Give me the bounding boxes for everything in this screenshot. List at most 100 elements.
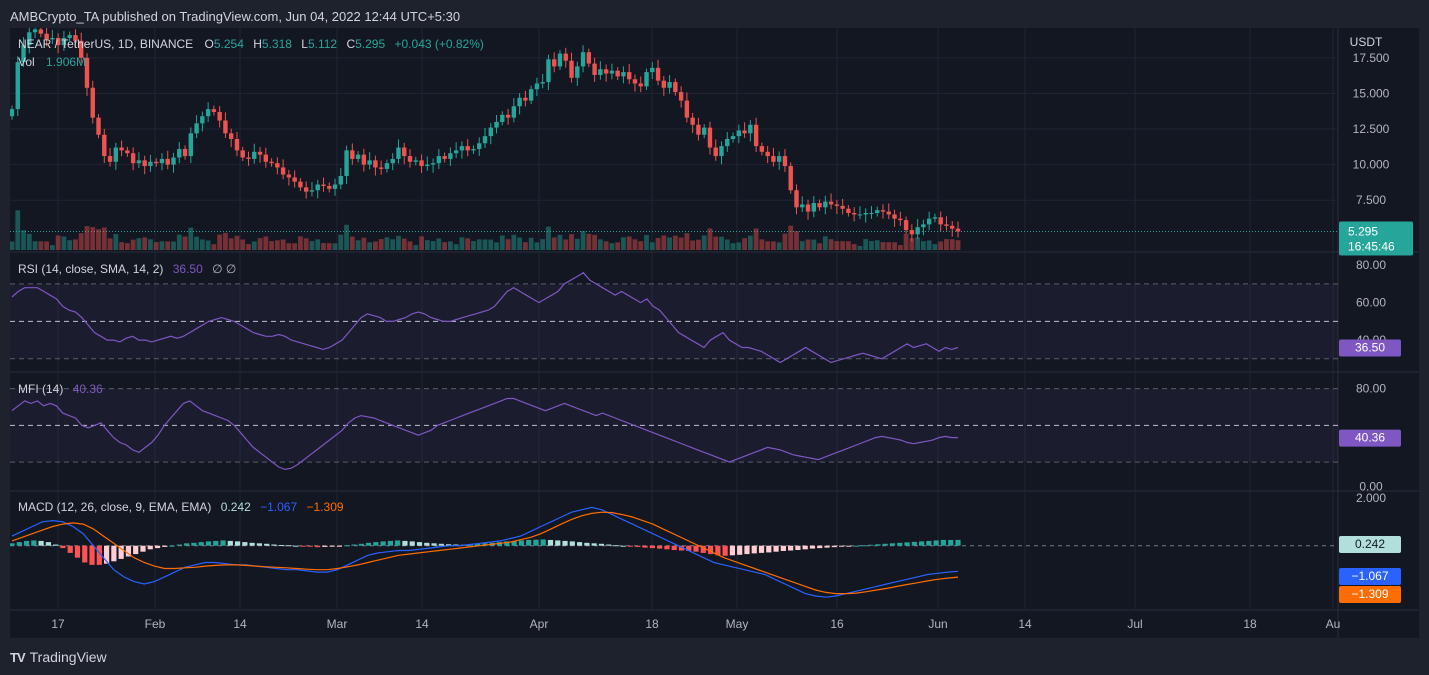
volume-bar [298,236,303,250]
mfi-legend[interactable]: MFI (14) 40.36 [18,382,103,396]
candle-body [303,187,309,192]
volume-bar [182,236,188,250]
candle-body [96,117,101,135]
volume-bar [38,241,44,250]
volume-bar [505,239,511,250]
macd-histogram-bar [882,543,888,546]
macd-histogram-bar [627,545,634,547]
volume-bar [932,244,938,250]
candle-body [488,127,493,137]
macd-histogram-bar [373,542,379,546]
volume-bar [390,239,396,250]
price-axis[interactable]: 17.500 15.000 12.500 10.000 7.500 USDT 80.00 60… [1350,35,1390,505]
macd-histogram-bar [875,544,881,546]
volume-bar [724,239,730,250]
volume-bar [644,235,649,250]
change-value: +0.043 (+0.82%) [394,37,484,51]
macd-hist-text: 0.242 [1355,537,1385,551]
volume-bar [476,239,482,250]
candle-body [938,217,943,225]
macd-histogram-bar [773,545,779,552]
volume-bar [15,210,21,250]
candle-body [886,211,891,215]
candle-body [73,35,78,41]
macd-histogram-bar [686,545,692,551]
candle-body [448,153,453,159]
volume-bar [874,240,880,250]
candle-body [90,87,95,118]
rsi-legend[interactable]: RSI (14, close, SMA, 14, 2) 36.50 ∅ ∅ [18,262,236,276]
candle-body [569,60,574,78]
volume-bar [303,238,309,250]
volume-bar [349,236,355,250]
volume-bar [869,241,874,250]
candle-body [373,160,378,168]
macd-histogram-bar [613,545,619,547]
candle-body [505,114,511,118]
volume-bar [424,240,430,250]
macd-histogram-bar [831,545,837,548]
published-header: AMBCrypto_TA published on TradingView.co… [10,9,461,24]
candle-body [627,72,632,80]
macd-histogram-bar [74,545,81,558]
symbol-label[interactable]: NEAR / TetherUS, 1D, BINANCE [18,37,194,51]
volume-bar [67,240,73,250]
candle-body [246,157,251,159]
candle-body [701,127,707,135]
volume-bar [90,227,96,250]
chart-svg[interactable]: 17.500 15.000 12.500 10.000 7.500 USDT 80.00 60… [10,28,1419,638]
volume-bar [326,243,332,250]
macd-histogram-bar [300,545,306,547]
mfi-value-tag [1339,429,1401,447]
macd-histogram-bar [424,542,430,546]
candle-body [528,89,534,101]
candle-body [684,100,690,118]
volume-bar [765,241,771,250]
volume-bar [736,242,742,250]
candle-body [932,217,938,219]
candle-body [200,116,205,124]
candle-body [177,148,182,158]
tradingview-footer[interactable]: TV TradingView [10,649,107,665]
macd-histogram-bar [125,545,132,557]
macd-histogram-bar [511,540,517,546]
volume-bar [413,245,419,250]
time-tick-label: 16 [830,617,844,631]
candle-body [50,37,55,40]
macd-histogram-bar [446,544,452,546]
mfi-tick-label: 80.00 [1356,382,1386,396]
candle-body [384,163,390,169]
volume-bar [107,238,113,250]
volume-legend: Vol 1.906M [18,55,86,69]
macd-histogram-bar [664,545,670,550]
macd-histogram-bar [213,540,219,546]
volume-bar [171,241,176,250]
candle-body [926,218,932,225]
volume-bar [44,241,50,250]
macd-legend[interactable]: MACD (12, 26, close, 9, EMA, EMA) 0.242 … [18,500,344,514]
volume-bar [805,239,811,250]
open-value: 5.254 [213,37,244,51]
volume-bar [603,241,609,250]
macd-histogram-bar [598,543,605,546]
macd-histogram-bar [365,542,372,546]
volume-bar [499,235,505,250]
volume-bar [280,239,286,250]
candle-body [130,153,136,164]
macd-hist-tag [1339,536,1401,553]
macd-histogram-bar [31,540,37,546]
candle-body [915,227,920,235]
candle-body [857,214,863,216]
time-axis[interactable]: 17 Feb 14 Mar 14 Apr 18 May 16 Jun 14 Jul 18 Au [51,617,1340,631]
chart-area[interactable]: 17.500 15.000 12.500 10.000 7.500 USDT 80.00 60… [10,28,1419,638]
macd-histogram-bar [154,545,161,549]
candle-body [955,228,961,232]
macd-histogram-bar [96,545,102,565]
candle-body [165,158,170,165]
volume-bar [557,234,563,250]
volume-bar [10,241,15,250]
volume-bar [292,243,298,250]
volume-bar [597,239,603,250]
volume-bar [148,239,153,250]
